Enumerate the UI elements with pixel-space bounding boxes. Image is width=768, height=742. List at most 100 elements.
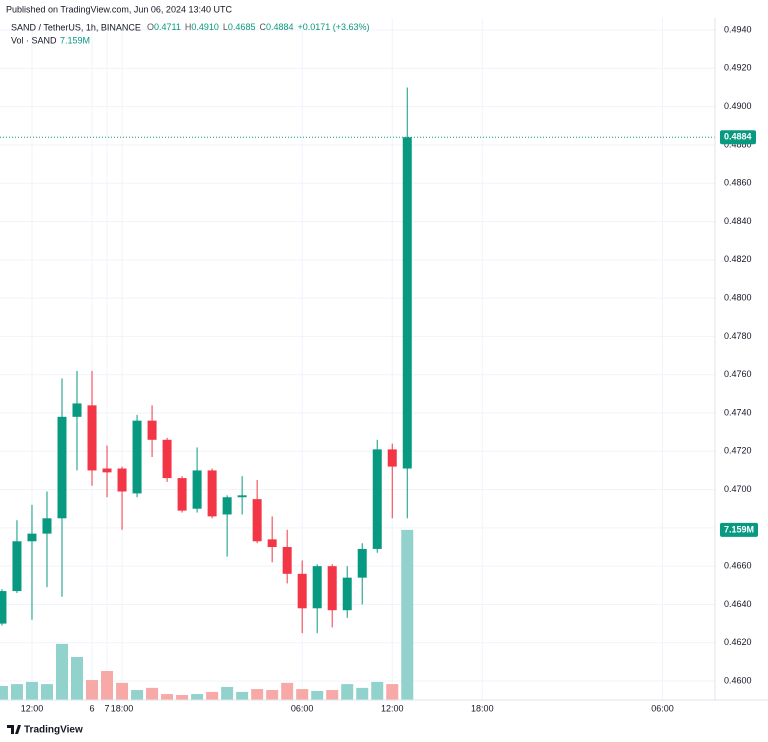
volume-bar xyxy=(0,685,8,700)
volume-bar xyxy=(296,689,309,700)
volume-bar xyxy=(116,682,129,700)
volume-bar xyxy=(71,656,84,700)
candle-body xyxy=(147,420,157,440)
volume-value-label: 7.159M xyxy=(724,524,754,534)
y-tick-label: 0.4800 xyxy=(724,292,752,302)
ohlc-label: O xyxy=(147,22,154,32)
volume-bar xyxy=(371,681,384,700)
volume-bar xyxy=(55,643,69,700)
volume-bar xyxy=(281,682,294,700)
volume-bar xyxy=(266,690,279,700)
volume-bar xyxy=(206,691,219,700)
volume-bar xyxy=(341,684,354,700)
volume-legend-value: 7.159M xyxy=(60,35,90,45)
candle-body xyxy=(102,468,112,473)
volume-bar xyxy=(236,691,249,700)
candle-body xyxy=(162,439,172,479)
candle-body xyxy=(132,420,142,494)
candle-body xyxy=(297,573,307,609)
ohlc-legend: O0.4711 H0.4910 L0.4685 C0.4884 +0.0171 (+3.… xyxy=(147,22,370,32)
candle-body xyxy=(237,495,247,498)
volume-bar xyxy=(221,686,234,700)
x-tick-label: 12:00 xyxy=(21,703,44,713)
candle-body xyxy=(27,533,37,542)
y-tick-label: 0.4660 xyxy=(724,561,752,571)
candle-body xyxy=(12,541,22,592)
y-tick-label: 0.4620 xyxy=(724,637,752,647)
candle-body xyxy=(252,499,262,542)
candle-body xyxy=(372,449,382,549)
y-tick-label: 0.4900 xyxy=(724,101,752,111)
candle-body xyxy=(192,470,202,509)
volume-bar xyxy=(191,694,204,700)
candle-body xyxy=(342,577,352,611)
volume-bar xyxy=(10,684,23,700)
ohlc-value: 0.4711 xyxy=(154,22,181,32)
volume-bar xyxy=(386,684,399,700)
y-tick-label: 0.4600 xyxy=(724,675,752,685)
volume-bar xyxy=(101,671,114,700)
candle-body xyxy=(312,566,322,609)
volume-bar xyxy=(161,694,174,700)
x-tick-label: 6 xyxy=(90,703,95,713)
volume-bar xyxy=(131,690,144,700)
volume-bar xyxy=(40,684,53,700)
candle-body xyxy=(267,539,277,548)
x-tick-label: 06:00 xyxy=(291,703,314,713)
volume-tag xyxy=(720,522,758,537)
y-tick-label: 0.4880 xyxy=(724,139,752,149)
y-tick-label: 0.4920 xyxy=(724,63,752,73)
axes: 0.46000.46200.46400.46600.46800.47000.47… xyxy=(21,24,758,713)
symbol: SAND / TetherUS, 1h, BINANCE xyxy=(11,22,141,32)
x-tick-label: 7 xyxy=(105,703,110,713)
y-tick-label: 0.4940 xyxy=(724,24,752,34)
candle-body xyxy=(402,137,412,469)
candle-body xyxy=(57,416,67,519)
candle-body xyxy=(42,518,52,534)
volume-bar xyxy=(25,681,38,700)
y-tick-label: 0.4860 xyxy=(724,178,752,188)
y-tick-label: 0.4840 xyxy=(724,216,752,226)
tradingview-logo: TradingView xyxy=(7,725,83,736)
candle-body xyxy=(72,403,82,417)
ohlc-value: 0.4685 xyxy=(228,22,256,32)
volume-bar xyxy=(176,695,189,700)
brand: TradingView xyxy=(24,725,83,736)
candle-body xyxy=(387,449,397,467)
y-tick-label: 0.4700 xyxy=(724,484,752,494)
volume-bar xyxy=(311,690,324,700)
ohlc-value: 0.4884 xyxy=(266,22,294,32)
y-tick-label: 0.4640 xyxy=(724,599,752,609)
ohlc-label: L xyxy=(223,22,228,32)
candle-body xyxy=(117,468,127,492)
y-tick-label: 0.4780 xyxy=(724,331,752,341)
candle-body xyxy=(222,497,232,515)
y-tick-label: 0.4720 xyxy=(724,446,752,456)
y-tick-label: 0.4820 xyxy=(724,254,752,264)
published-note: Published on TradingView.com, Jun 06, 20… xyxy=(6,4,232,14)
volume-bar xyxy=(356,687,369,700)
change: +0.0171 (+3.63%) xyxy=(297,22,369,32)
volume-bar xyxy=(146,687,159,700)
y-tick-label: 0.4740 xyxy=(724,407,752,417)
candle-body xyxy=(282,547,292,574)
x-tick-label: 12:00 xyxy=(381,703,404,713)
ohlc-label: C xyxy=(259,22,266,32)
candle-body xyxy=(177,478,187,511)
candle-body xyxy=(0,591,7,624)
x-tick-label: 18:00 xyxy=(471,703,494,713)
volume-bar xyxy=(401,529,414,700)
volume-bar xyxy=(251,689,264,700)
candle-body xyxy=(327,566,337,611)
volume-legend: Vol · SAND xyxy=(11,35,57,45)
last-price-tag xyxy=(720,130,756,145)
ohlc-label: H xyxy=(185,22,192,32)
x-tick-label: 18:00 xyxy=(111,703,134,713)
ohlc-value: 0.4910 xyxy=(191,22,219,32)
candle-body xyxy=(357,548,367,578)
last-price-label: 0.4884 xyxy=(724,132,752,142)
candle-body xyxy=(207,470,217,517)
x-tick-label: 06:00 xyxy=(651,703,674,713)
